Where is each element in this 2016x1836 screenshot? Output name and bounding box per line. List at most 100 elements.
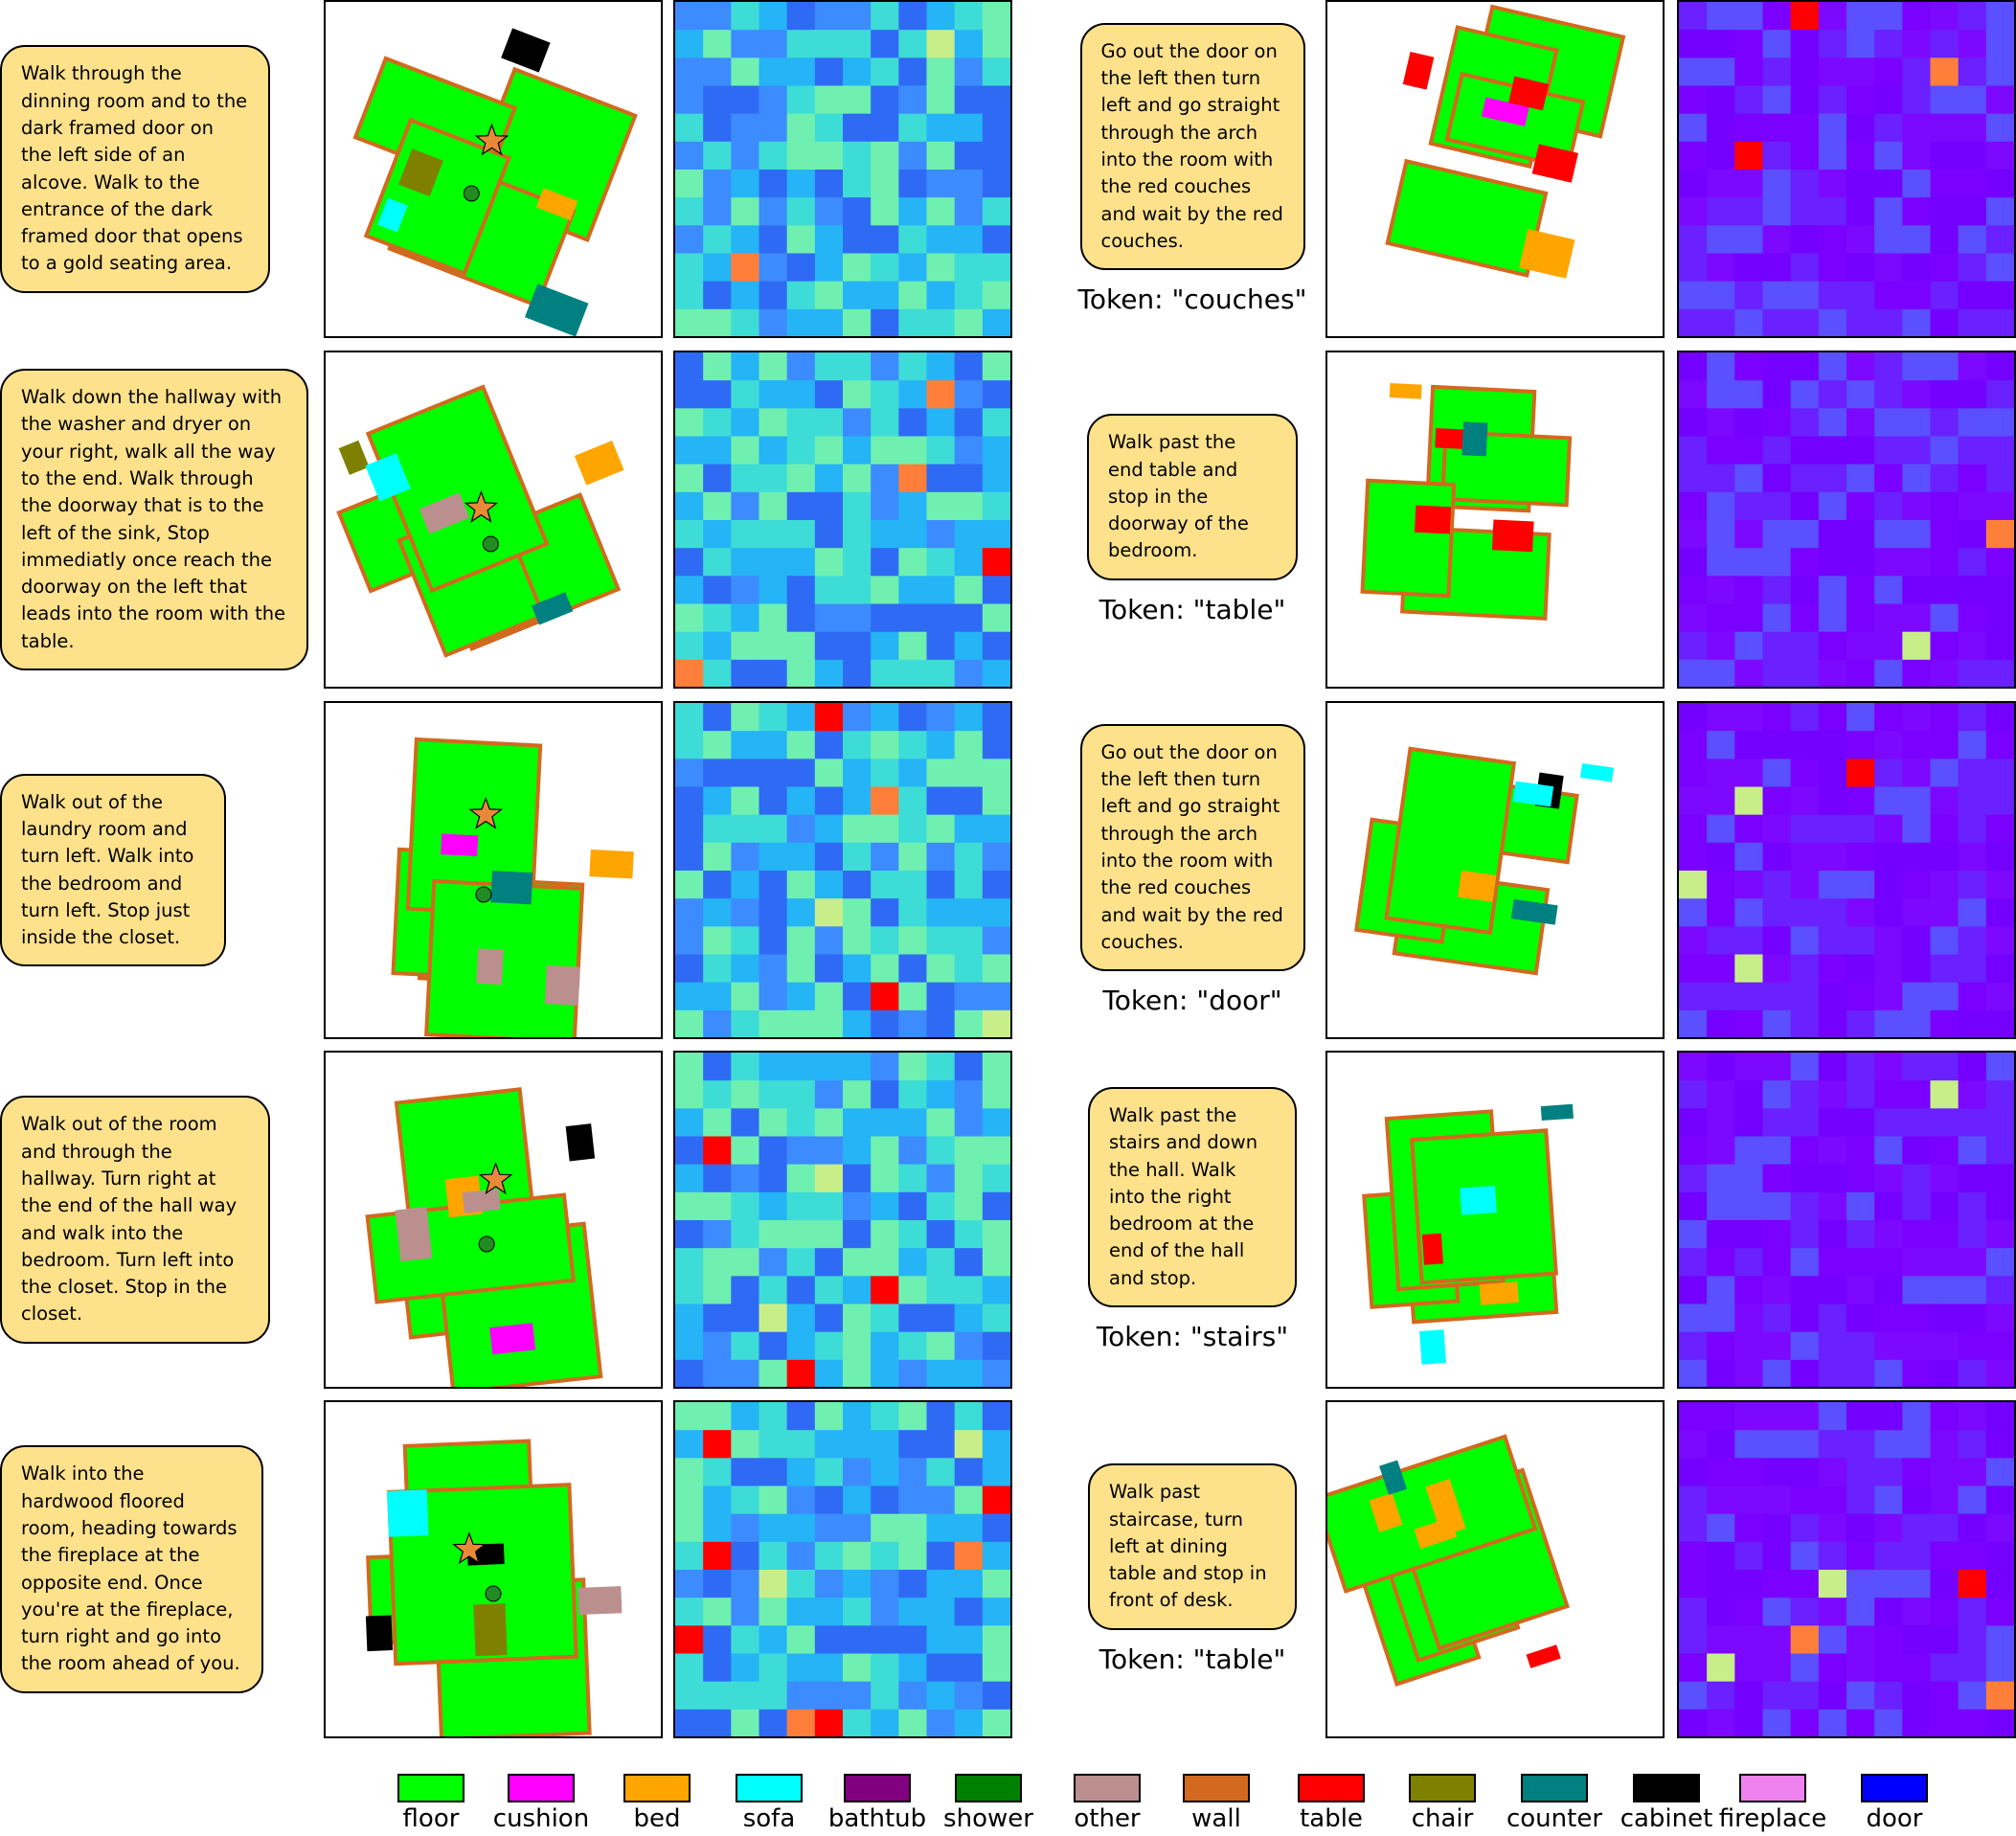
heat-cell: [898, 759, 927, 787]
heat-cell: [759, 1053, 788, 1081]
heat-cell: [843, 352, 872, 381]
heat-cell: [759, 1513, 788, 1543]
heat-cell: [675, 1164, 704, 1193]
heat-cell: [1762, 1625, 1792, 1654]
heat-cell: [1846, 464, 1875, 493]
heat-cell: [898, 786, 927, 816]
heat-cell: [954, 898, 984, 927]
legend-label: bathtub: [827, 1804, 927, 1833]
heat-cell: [1818, 2, 1847, 31]
heat-cell: [1846, 982, 1875, 1011]
heat-cell: [1762, 1458, 1792, 1486]
furniture: [377, 197, 408, 233]
heat-cell: [1790, 603, 1820, 633]
heat-cell: [1958, 703, 1987, 732]
heat-cell: [1930, 954, 1959, 984]
heat-cell: [1902, 731, 1931, 759]
heat-cell: [1846, 954, 1875, 984]
heat-cell: [759, 814, 788, 844]
heat-cell: [1958, 898, 1987, 927]
heat-cell: [1985, 1276, 2014, 1304]
heat-cell: [954, 1303, 984, 1333]
heat-cell: [843, 926, 872, 955]
heat-cell: [926, 842, 956, 872]
heat-cell: [954, 1108, 984, 1137]
heat-cell: [786, 225, 816, 254]
attention-heatmap: [1677, 351, 2016, 689]
legend-label: sofa: [742, 1804, 796, 1833]
furniture: [387, 1489, 429, 1537]
heat-cell: [759, 380, 788, 409]
heat-cell: [1707, 842, 1735, 872]
legend-label: other: [1074, 1804, 1141, 1833]
heat-cell: [843, 197, 872, 226]
heat-cell: [954, 842, 984, 872]
heat-cell: [954, 1709, 984, 1736]
heat-cell: [843, 1653, 872, 1683]
heat-cell: [1902, 30, 1931, 58]
heatmap-drawing: [1679, 1053, 2014, 1387]
heat-cell: [1818, 1359, 1847, 1387]
heat-cell: [786, 197, 816, 226]
heat-cell: [871, 603, 899, 633]
heat-cell: [1707, 464, 1735, 493]
heat-cell: [703, 1053, 732, 1081]
heat-cell: [898, 57, 927, 86]
heat-cell: [1846, 113, 1875, 143]
heat-cell: [843, 1598, 872, 1626]
heat-cell: [1679, 2, 1708, 31]
heat-cell: [759, 1220, 788, 1249]
heat-cell: [1930, 1303, 1959, 1333]
heat-cell: [1707, 170, 1735, 198]
heat-cell: [1902, 1681, 1931, 1711]
heat-cell: [1818, 759, 1847, 787]
heat-cell: [703, 1359, 732, 1387]
heat-cell: [786, 30, 816, 58]
heat-cell: [1930, 1331, 1959, 1361]
heat-cell: [675, 759, 704, 787]
heat-cell: [1734, 759, 1763, 787]
heat-cell: [1790, 842, 1820, 872]
left-cell: Walk out of the laundry room and turn le…: [0, 701, 226, 1039]
heat-cell: [1874, 659, 1903, 687]
heat-cell: [1790, 1402, 1820, 1431]
heat-cell: [871, 1541, 899, 1571]
heat-cell: [1985, 1598, 2014, 1626]
heat-cell: [1707, 30, 1735, 58]
heat-cell: [1707, 1570, 1735, 1598]
heat-cell: [1902, 603, 1931, 633]
heat-cell: [871, 982, 899, 1011]
heat-cell: [1930, 786, 1959, 816]
heat-cell: [1958, 380, 1987, 409]
heat-cell: [926, 1276, 956, 1304]
heat-cell: [1707, 1053, 1735, 1081]
heat-cell: [814, 436, 844, 465]
heat-cell: [814, 1276, 844, 1304]
heat-cell: [1679, 1108, 1708, 1137]
heat-cell: [1734, 1570, 1763, 1598]
heat-cell: [926, 1485, 956, 1515]
heat-cell: [871, 408, 899, 437]
heat-cell: [1985, 30, 2014, 58]
heat-cell: [786, 1220, 816, 1249]
heat-cell: [1874, 1485, 1903, 1515]
heat-cell: [1985, 464, 2014, 493]
legend-label: counter: [1506, 1804, 1603, 1833]
semantic-map: [324, 351, 663, 689]
heat-cell: [1958, 1220, 1987, 1249]
heat-cell: [1762, 1276, 1792, 1304]
semantic-map: [1325, 1400, 1665, 1738]
heat-cell: [1874, 1430, 1903, 1459]
heat-cell: [814, 1681, 844, 1711]
heat-cell: [1874, 1541, 1903, 1571]
heat-cell: [1679, 1080, 1708, 1109]
heat-cell: [954, 1541, 984, 1571]
heat-cell: [1790, 786, 1820, 816]
heat-cell: [1985, 1164, 2014, 1193]
heat-cell: [675, 1541, 704, 1571]
heat-cell: [703, 926, 732, 955]
heat-cell: [1930, 926, 1959, 955]
heat-cell: [731, 631, 759, 661]
heat-cell: [731, 814, 759, 844]
heat-cell: [1679, 113, 1708, 143]
